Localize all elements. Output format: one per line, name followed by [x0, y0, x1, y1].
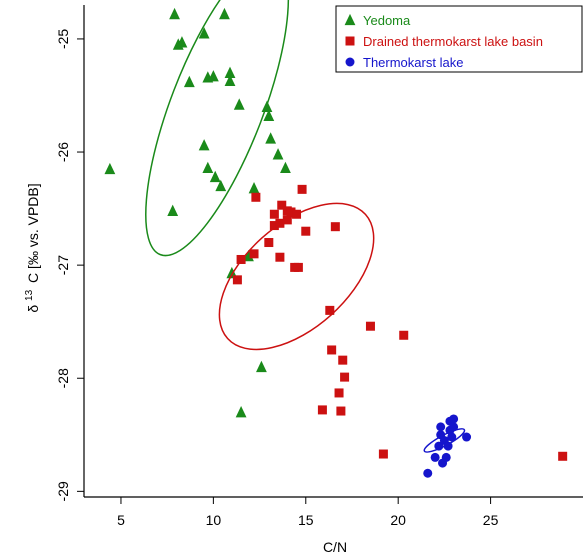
thermokarst-lake-point [449, 422, 459, 432]
drained-thermokarst-lake-basin-point [334, 388, 344, 398]
thermokarst-lake-point [449, 414, 459, 424]
legend: Yedoma Drained thermokarst lake basin Ther… [335, 5, 583, 73]
drained-thermokarst-lake-basin-point [327, 345, 337, 355]
drained-thermokarst-lake-basin-point [340, 372, 350, 382]
yedoma-point [198, 139, 210, 151]
yedoma-point [104, 162, 116, 175]
y-axis-title: δ 13 C [‰ vs. VPDB] [19, 183, 41, 312]
drained-thermokarst-lake-basin-point [338, 355, 348, 365]
thermokarst-lake-point [434, 441, 444, 451]
yedoma-point [233, 98, 245, 110]
thermokarst-lake-point [423, 468, 433, 478]
yedoma-point [224, 74, 236, 86]
thermokarst-lake-point [441, 452, 451, 462]
yedoma-point [248, 182, 260, 194]
plot-layer [104, 0, 568, 478]
y-tick-label: -27 [55, 255, 71, 275]
legend-marker-thermokarst-lake [345, 57, 355, 67]
yedoma-ellipse [145, 0, 290, 257]
drained-thermokarst-lake-basin-point [325, 305, 335, 315]
yedoma-point [243, 249, 254, 262]
legend-marker-yedoma [344, 13, 356, 26]
yedoma-point [256, 360, 267, 373]
drained-thermokarst-lake-basin-point [365, 321, 375, 331]
yedoma-point [183, 75, 195, 88]
yedoma-point [235, 405, 247, 418]
yedoma-point [198, 27, 210, 39]
drained-thermokarst-lake-basin-point [301, 226, 311, 236]
drained-thermokarst-lake-basin-point [558, 451, 568, 461]
axes-layer: 5 10 15 20 25 -25 -26 -27 -28 -29 [55, 5, 583, 528]
thermokarst-lake-point [436, 422, 446, 432]
y-tick-label: -28 [55, 368, 71, 388]
x-axis-title: C/N [323, 539, 347, 555]
yedoma-point [176, 36, 188, 48]
y-tick-label: -25 [55, 29, 71, 49]
x-tick-label: 15 [298, 512, 314, 528]
drained-thermokarst-lake-basin-point [399, 330, 409, 340]
yedoma-point [219, 7, 230, 20]
drained-thermokarst-lake-basin-point [292, 209, 302, 219]
yedoma-point [280, 161, 291, 174]
legend-marker-drained-thermokarst-lake-basin [345, 36, 355, 46]
legend-label-drained-thermokarst-lake-basin: Drained thermokarst lake basin [363, 34, 543, 49]
yedoma-point [202, 161, 214, 174]
drained-thermokarst-lake-basin-point [330, 222, 340, 232]
x-tick-label: 10 [206, 512, 222, 528]
drained-thermokarst-lake-basin-point [282, 215, 292, 225]
yedoma-point [207, 70, 219, 82]
drained-thermokarst-lake-basin-point [236, 254, 246, 264]
drained-thermokarst-lake-basin-point [286, 207, 296, 217]
drained-thermokarst-lake-basin-point [336, 406, 346, 416]
legend-label-yedoma: Yedoma [363, 13, 411, 28]
y-tick-label: -26 [55, 142, 71, 162]
yedoma-point [265, 132, 277, 144]
thermokarst-lake-point [462, 432, 472, 442]
thermokarst-lake-point [443, 441, 453, 451]
drained-thermokarst-lake-basin-point [249, 249, 259, 259]
x-tick-label: 5 [117, 512, 125, 528]
yedoma-point [167, 204, 179, 217]
drained-thermokarst-lake-basin-point [277, 200, 287, 210]
y-tick-label: -29 [55, 481, 71, 501]
drained-thermokarst-lake-basin-point [317, 405, 327, 415]
drained-thermokarst-lake-basin-point [264, 238, 274, 248]
yedoma-point [272, 148, 284, 160]
x-tick-label: 25 [483, 512, 499, 528]
yedoma-point [215, 179, 227, 192]
y-axis-title-delta: δ [25, 305, 41, 313]
yedoma-point [261, 100, 273, 112]
legend-label-thermokarst-lake: Thermokarst lake [363, 55, 463, 70]
drained-thermokarst-lake-basin-point [269, 221, 279, 231]
drained-thermokarst-lake-basin-point [275, 218, 285, 228]
thermokarst-lake-point [447, 432, 457, 442]
drained-thermokarst-lake-basin-point [297, 184, 307, 194]
drained-thermokarst-lake-basin-ellipse [218, 202, 375, 351]
yedoma-point [169, 7, 180, 20]
yedoma-point [209, 170, 221, 183]
legend-box [335, 5, 583, 73]
drained-thermokarst-lake-basin-point [378, 449, 388, 459]
yedoma-point [224, 66, 236, 79]
drained-thermokarst-lake-basin-point [232, 275, 242, 285]
y-axis-title-rest: C [‰ vs. VPDB] [25, 183, 41, 283]
drained-thermokarst-lake-basin-point [251, 192, 261, 202]
yedoma-point [263, 109, 275, 122]
y-axis-title-superscript: 13 [24, 289, 35, 301]
x-tick-label: 20 [390, 512, 406, 528]
drained-thermokarst-lake-basin-point [275, 252, 285, 262]
drained-thermokarst-lake-basin-point [269, 209, 279, 219]
thermokarst-lake-point [430, 452, 440, 462]
drained-thermokarst-lake-basin-point [293, 262, 303, 272]
